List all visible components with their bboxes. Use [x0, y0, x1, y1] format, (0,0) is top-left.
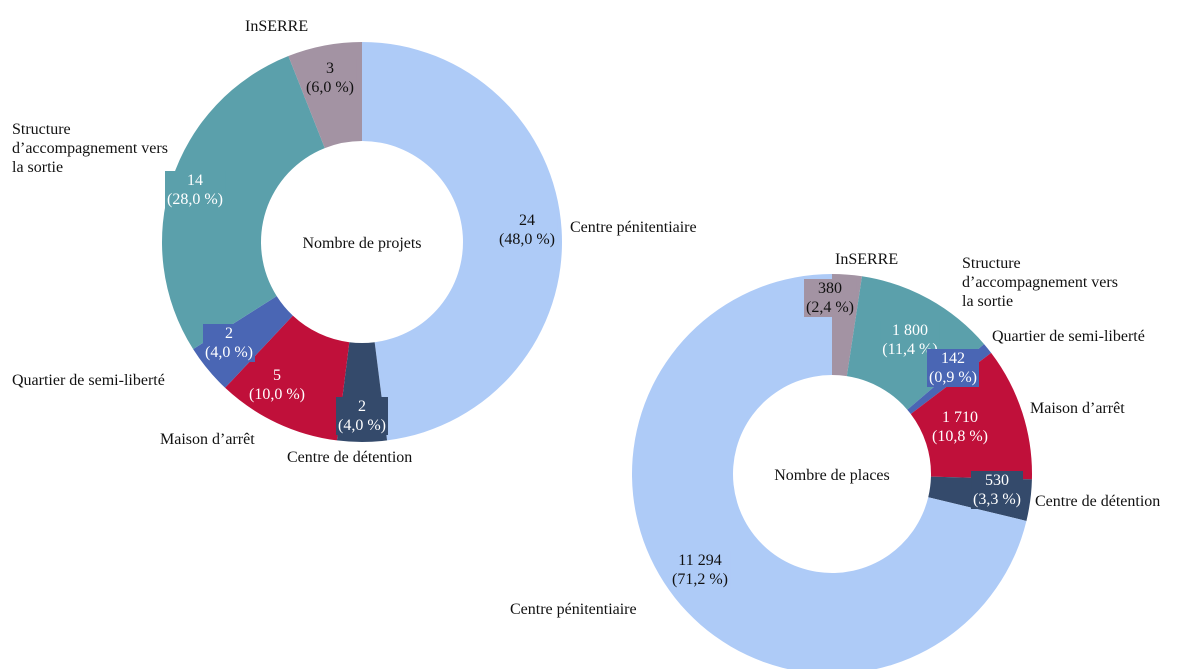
value-label: 380 [817, 280, 842, 297]
value-label: 24 [518, 212, 535, 229]
category-label: Structure d’accompagnement vers la sorti… [962, 255, 1118, 310]
data-label: 142 (0,9 %) [927, 349, 979, 387]
percent-label: (2,4 %) [806, 299, 854, 316]
category-label: InSERRE [245, 18, 309, 35]
category-label: Centre de détention [1035, 493, 1161, 510]
data-label: 14 (28,0 %) [165, 171, 225, 209]
data-label: 530 (3,3 %) [971, 471, 1023, 509]
value-label: 530 [984, 472, 1009, 489]
percent-label: (0,9 %) [929, 369, 977, 386]
percent-label: (10,8 %) [932, 428, 988, 445]
donut-slice [632, 274, 1027, 669]
value-label: 142 [940, 350, 965, 367]
donut-slice [362, 42, 562, 441]
percent-label: (71,2 %) [672, 571, 728, 588]
category-label: Maison d’arrêt [160, 431, 255, 448]
data-label: 2 (4,0 %) [203, 324, 255, 362]
data-label: 1 800 (11,4 %) [880, 321, 940, 359]
donut-slice [161, 56, 325, 350]
value-label: 1 710 [941, 409, 978, 426]
value-label: 2 [224, 325, 233, 342]
data-label: 2 (4,0 %) [336, 397, 388, 435]
percent-label: (48,0 %) [499, 231, 555, 248]
category-label: InSERRE [835, 251, 899, 268]
value-label: 3 [325, 60, 334, 77]
category-label: Quartier de semi-liberté [992, 328, 1145, 345]
data-label: 5 (10,0 %) [247, 366, 307, 404]
category-label: Centre pénitentiaire [510, 601, 637, 618]
data-label: 24 (48,0 %) [497, 211, 557, 249]
data-label: 11 294 (71,2 %) [670, 551, 730, 589]
value-label: 2 [357, 398, 366, 415]
category-label: Maison d’arrêt [1030, 400, 1125, 417]
percent-label: (10,0 %) [249, 386, 305, 403]
data-label: 3 (6,0 %) [304, 59, 356, 97]
percent-label: (3,3 %) [973, 491, 1021, 508]
value-label: 14 [186, 172, 203, 189]
center-label: Nombre de places [774, 467, 890, 484]
category-label: Structure d’accompagnement vers la sorti… [12, 121, 168, 176]
category-label: Quartier de semi-liberté [12, 372, 165, 389]
category-label: Centre de détention [287, 449, 413, 466]
center-label: Nombre de projets [302, 235, 421, 252]
category-label: Centre pénitentiaire [570, 219, 697, 236]
data-label: 380 (2,4 %) [804, 279, 856, 317]
value-label: 1 800 [891, 322, 928, 339]
percent-label: (28,0 %) [167, 191, 223, 208]
value-label: 11 294 [678, 552, 722, 569]
percent-label: (4,0 %) [205, 344, 253, 361]
value-label: 5 [272, 367, 281, 384]
percent-label: (4,0 %) [338, 417, 386, 434]
percent-label: (6,0 %) [306, 79, 354, 96]
data-label: 1 710 (10,8 %) [930, 408, 990, 446]
percent-label: (11,4 %) [882, 341, 938, 358]
